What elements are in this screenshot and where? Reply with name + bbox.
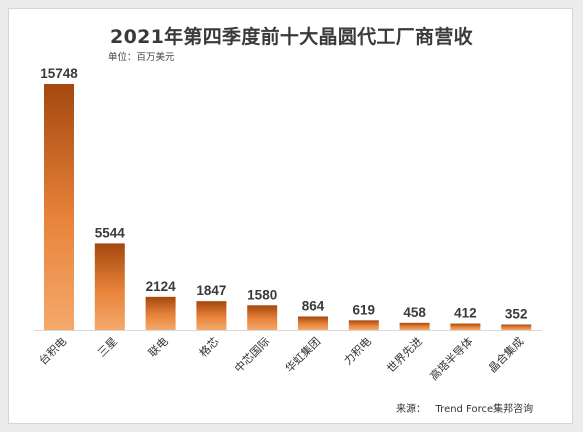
value-label-7: 458 xyxy=(403,305,426,320)
bar-3 xyxy=(196,301,227,330)
bar-5 xyxy=(298,316,328,330)
bar-8 xyxy=(450,323,481,330)
value-label-1: 5544 xyxy=(95,225,126,240)
category-label-2: 联电 xyxy=(146,335,171,360)
value-label-4: 1580 xyxy=(247,287,277,302)
value-label-8: 412 xyxy=(454,306,477,321)
value-label-0: 15748 xyxy=(40,66,78,81)
value-label-9: 352 xyxy=(505,307,528,322)
chart-title: 2021年第四季度前十大晶圆代工厂商营收 xyxy=(110,26,473,48)
category-label-7: 世界先进 xyxy=(384,335,424,375)
value-label-5: 864 xyxy=(302,299,325,314)
bar-9 xyxy=(501,324,532,330)
source-label: 来源： Trend Force集邦咨询 xyxy=(396,404,534,415)
category-label-9: 晶合集成 xyxy=(485,334,526,375)
category-label-3: 格芯 xyxy=(196,334,221,359)
category-label-6: 力积电 xyxy=(341,335,374,368)
category-label-8: 高塔半导体 xyxy=(427,334,476,383)
bar-7 xyxy=(399,322,430,330)
chart-card xyxy=(8,8,573,424)
bar-6 xyxy=(348,320,379,330)
value-label-6: 619 xyxy=(353,302,376,317)
value-label-2: 2124 xyxy=(146,279,177,294)
unit-label: 单位：百万美元 xyxy=(108,52,175,63)
bar-0 xyxy=(44,84,74,330)
bar-1 xyxy=(94,243,125,330)
category-label-1: 三星 xyxy=(95,335,120,360)
category-label-0: 台积电 xyxy=(36,334,69,367)
bar-2 xyxy=(145,296,176,330)
value-label-3: 1847 xyxy=(196,283,226,298)
category-label-4: 中芯国际 xyxy=(231,334,272,375)
bar-4 xyxy=(247,305,278,330)
category-label-5: 华虹集团 xyxy=(282,334,323,375)
